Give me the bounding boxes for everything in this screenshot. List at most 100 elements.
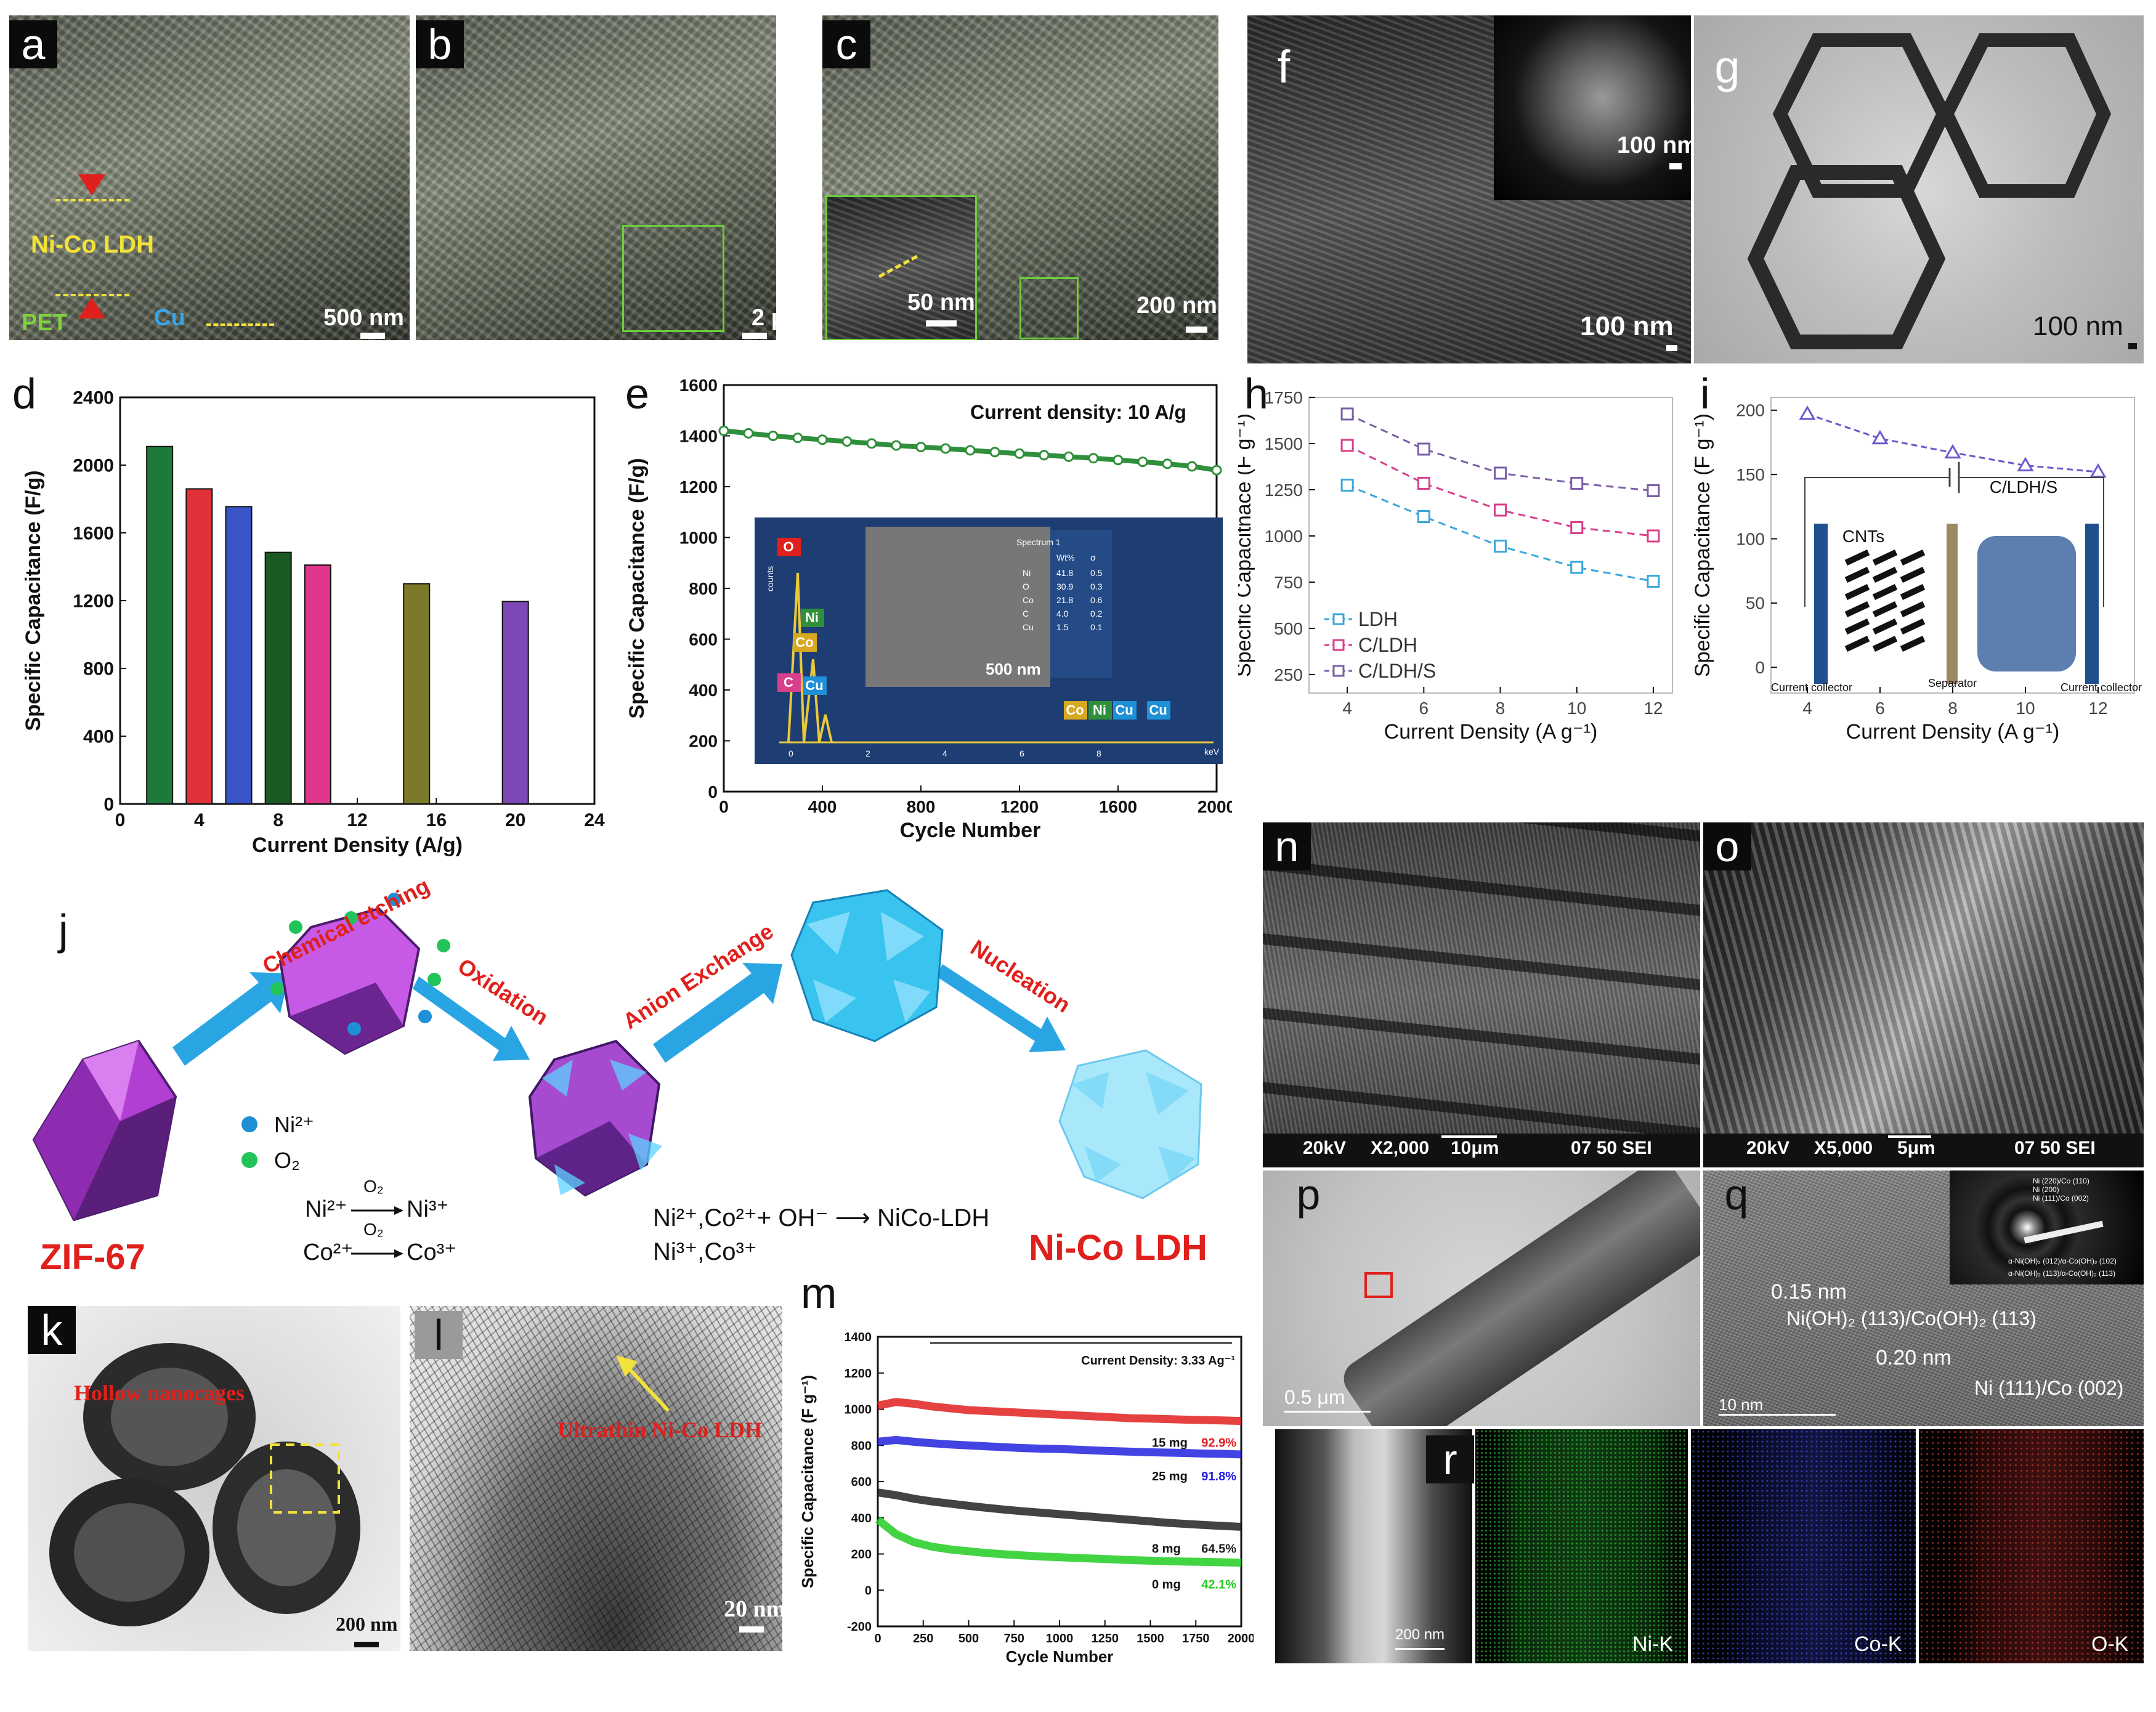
- thickness-marker: [878, 254, 918, 278]
- cage-3: [1747, 165, 1946, 349]
- y-tick-label: 1200: [845, 1367, 872, 1381]
- y-axis-label: Specific Capacitance (F g⁻¹): [1694, 413, 1714, 677]
- x-tick-label: 8: [1948, 699, 1958, 718]
- footer-mag: X5,000: [1814, 1138, 1873, 1158]
- tem-image-k: k Hollow nanocages 200 nm: [28, 1306, 400, 1651]
- y-axis-label: Specific Capacitnace (F g⁻¹): [1238, 413, 1255, 677]
- data-point: [1211, 465, 1222, 476]
- element-tag: Co: [1066, 702, 1084, 718]
- series-retention: 42.1%: [1201, 1578, 1236, 1592]
- y-axis-label: Specific Capacitance (F g⁻¹): [798, 1375, 817, 1588]
- o2-dot: [241, 1152, 257, 1168]
- cc-right-label: Current collector: [2061, 681, 2142, 694]
- data-point: [1417, 510, 1430, 523]
- panel-label-c: c: [822, 20, 870, 68]
- data-point: [965, 445, 976, 456]
- cnt-rod: [1872, 601, 1898, 617]
- annotation: Ultrathin Ni-Co LDH: [557, 1418, 762, 1442]
- scale-bar-label: 20 nm: [724, 1596, 782, 1622]
- panel-label-k: k: [28, 1306, 76, 1354]
- x-tick-label: 4: [1342, 699, 1352, 718]
- table-cell: 41.8: [1056, 568, 1073, 578]
- scale-bar-label: 200 nm: [336, 1613, 398, 1635]
- data-point: [1871, 429, 1889, 445]
- scale-bar: [1395, 1648, 1445, 1650]
- data-point: [718, 425, 729, 436]
- y-tick-label: 150: [1736, 465, 1765, 484]
- map-label-co: Co-K: [1854, 1633, 1902, 1656]
- eq2-over: O₂: [363, 1220, 384, 1239]
- data-point: [1570, 561, 1584, 574]
- cnt-rod: [1844, 619, 1870, 635]
- element-tag-bg: [777, 538, 801, 556]
- data-point: [1162, 458, 1173, 469]
- scale-bar-label: 200 nm: [1137, 293, 1217, 318]
- data-point: [1340, 439, 1354, 452]
- eq2-right: Co³⁺: [407, 1239, 456, 1265]
- y-tick-label: 800: [689, 579, 718, 598]
- x-tick-label: 2000: [1228, 1632, 1254, 1645]
- cldhs-label: C/LDH/S: [1990, 477, 2057, 497]
- sem-image-c: c 50 nm 200 nm: [822, 15, 1218, 340]
- y-tick-label: 200: [1736, 401, 1765, 420]
- x-tick-label: 8: [273, 810, 283, 830]
- panel-label-d: d: [12, 370, 36, 418]
- cnt-rod: [1872, 550, 1898, 566]
- legend-ni: Ni²⁺: [274, 1112, 314, 1137]
- y-tick-label: 0: [865, 1584, 872, 1597]
- footer-kv: 20kV: [1303, 1138, 1347, 1158]
- panel-label-b: b: [416, 20, 464, 68]
- x-tick-label: 8: [1496, 699, 1506, 718]
- data-point: [1417, 477, 1430, 490]
- inset-sem-scale: 500 nm: [986, 660, 1041, 678]
- chart-h: 4 6 8 10 12 250 500 750 1000 1250 1500 1750 Current …: [1238, 388, 1673, 744]
- y-axis-label: Specific Capacitance (F/g): [22, 470, 45, 731]
- y-tick-label: 50: [1746, 594, 1765, 613]
- series-line: [1807, 413, 2099, 473]
- y-tick-label: 2400: [73, 388, 114, 408]
- data-point: [915, 442, 926, 453]
- footer-scale-bar: [1888, 1135, 1931, 1138]
- ldh-top-marker: [55, 199, 129, 201]
- scale-bar-label: 100 nm: [1580, 311, 1674, 341]
- x-tick-label: 750: [1004, 1632, 1024, 1645]
- y-tick-label: 200: [851, 1548, 872, 1562]
- series-name: 8 mg: [1152, 1542, 1181, 1556]
- series-line: [877, 1488, 1242, 1531]
- data-point: [1570, 521, 1584, 534]
- element-tag-bg: [801, 609, 824, 627]
- sem-image-f: f 100 nm 100 nm: [1247, 15, 1691, 363]
- ldh-bottom-marker: [55, 294, 129, 296]
- x-tick-label: 6: [1875, 699, 1885, 718]
- y-tick-label: 400: [83, 727, 114, 747]
- y-tick-label: -200: [847, 1620, 872, 1634]
- legend-label: LDH: [1358, 608, 1398, 630]
- series-name: 25 mg: [1152, 1470, 1188, 1483]
- inset-x-tick: 4: [942, 748, 947, 758]
- y-tick-label: 250: [1274, 665, 1303, 684]
- cnt-rod: [1844, 550, 1870, 566]
- nanorod: [1337, 1170, 1700, 1426]
- inset-scale-bar: [926, 320, 957, 327]
- y-tick-label: 400: [851, 1512, 872, 1525]
- footer-bar: [1263, 1134, 1700, 1167]
- panel-label-m: m: [801, 1269, 837, 1317]
- y-tick-label: 0: [103, 795, 114, 815]
- x-axis-label: Cycle Number: [900, 819, 1041, 842]
- x-tick-label: 2000: [1198, 797, 1232, 816]
- y-tick-label: 750: [1274, 573, 1303, 592]
- y-tick-label: 1400: [845, 1331, 872, 1344]
- footer-mag: X2,000: [1371, 1138, 1430, 1158]
- eds-map-o: O-K: [1919, 1429, 2144, 1663]
- table-cell: 0.2: [1090, 609, 1103, 619]
- eq1-left: Ni²⁺: [305, 1196, 347, 1222]
- table-cell: O: [1023, 582, 1029, 591]
- x-tick-label: 1750: [1182, 1632, 1210, 1645]
- x-tick-label: 6: [1419, 699, 1429, 718]
- cnt-rod: [1900, 601, 1926, 617]
- arrow-nucleation: [936, 964, 1066, 1052]
- y-tick-label: 1000: [679, 528, 718, 547]
- inset-scale-label: 50 nm: [907, 290, 975, 315]
- panel-label-n: n: [1263, 822, 1311, 870]
- data-point: [768, 431, 779, 441]
